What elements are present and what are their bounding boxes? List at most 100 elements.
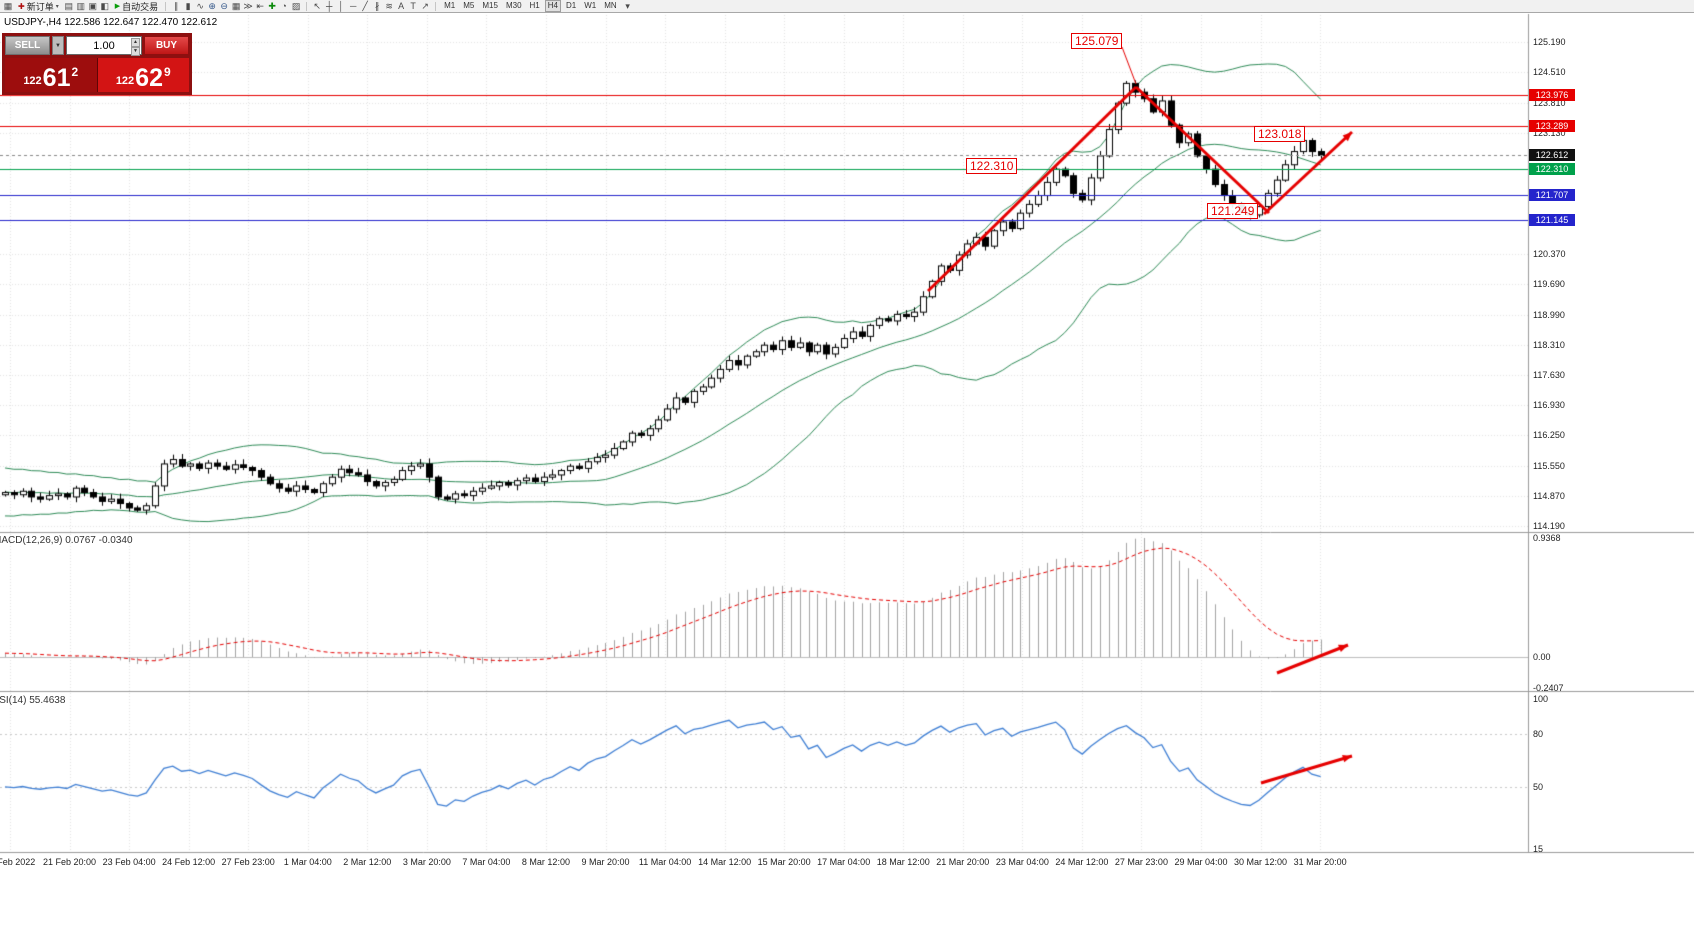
zoom-in-icon[interactable]: ⊕ [208, 0, 216, 11]
timeframe-m5[interactable]: M5 [463, 1, 475, 10]
price-line-label: 123.289 [1529, 119, 1575, 132]
price-tick-label: 114.190 [1533, 521, 1565, 531]
chart-shift-icon[interactable]: ⇤ [256, 0, 264, 11]
charts-icon[interactable]: ▤ [64, 0, 73, 11]
price-tick-label: 125.190 [1533, 37, 1566, 47]
timeframe-h4[interactable]: H4 [544, 0, 561, 12]
toolbar-drawing-icons: ↖ ┼ │ ─ ╱ ∦ ≋ A T ↗ [311, 1, 431, 12]
label-icon[interactable]: T [410, 0, 416, 11]
toolbar-extra-icons: ▾ [622, 1, 634, 12]
toolbar-separator [435, 1, 437, 11]
price-line-label: 121.707 [1529, 189, 1575, 202]
auto-trading-button[interactable]: ▶ 自动交易 [112, 0, 161, 12]
timeframe-m1[interactable]: M1 [444, 1, 456, 10]
horizontal-line-icon[interactable]: ─ [349, 0, 357, 11]
sell-price-prefix: 122 [23, 75, 42, 87]
timeframe-h1[interactable]: H1 [529, 1, 540, 10]
price-callout[interactable]: 123.018 [1254, 126, 1306, 142]
date-label: 24 Feb 12:00 [162, 857, 216, 867]
market-watch-icon[interactable]: ▥ [76, 0, 85, 11]
toolbar-separator [306, 1, 308, 11]
buy-button[interactable]: BUY [144, 36, 189, 55]
periods-icon[interactable]: ◔ [281, 0, 287, 11]
buy-price[interactable]: 122 62 9 [97, 58, 189, 92]
chevron-down-icon: ▾ [55, 3, 59, 10]
date-label: 23 Feb 04:00 [102, 857, 156, 867]
volume-up-icon[interactable]: ▲ [131, 38, 140, 47]
timeframe-w1[interactable]: W1 [584, 1, 597, 10]
new-order-button[interactable]: ✚ 新订单 ▾ [15, 0, 62, 12]
price-tick-label: 124.510 [1533, 66, 1566, 77]
new-order-icon: ✚ [18, 1, 25, 11]
chart-window-icon[interactable]: ▦ [3, 0, 13, 11]
date-label: 17 Mar 04:00 [817, 857, 871, 867]
sell-price-big: 61 [42, 64, 71, 92]
sell-price[interactable]: 122 61 2 [5, 58, 98, 92]
date-label: 18 Feb 2022 [0, 857, 36, 867]
timeframe-m15[interactable]: M15 [482, 1, 498, 10]
price-tick-label: 120.370 [1533, 249, 1566, 260]
date-label: 18 Mar 12:00 [876, 857, 930, 867]
timeframe-d1[interactable]: D1 [565, 1, 577, 10]
price-tick-label: 123.810 [1533, 97, 1566, 108]
sell-button[interactable]: SELL [5, 36, 50, 55]
timeframe-mn[interactable]: MN [604, 1, 617, 10]
candlestick-chart-icon[interactable]: ▮ [185, 0, 191, 11]
date-label: 21 Feb 20:00 [43, 857, 97, 867]
price-callout[interactable]: 121.249 [1207, 203, 1259, 219]
macd-axis-label: 0.9368 [1533, 533, 1561, 544]
price-tick-label: 118.990 [1533, 309, 1565, 320]
volume-input[interactable]: 1.00 ▲ ▼ [66, 36, 142, 56]
metaeditor-icon[interactable]: ◧ [100, 0, 109, 11]
volume-down-icon[interactable]: ▼ [131, 47, 140, 56]
price-tick-label: 123.130 [1533, 127, 1566, 138]
rsi-axis-label: 15 [1533, 843, 1544, 854]
terminal-icon[interactable]: ▣ [88, 0, 97, 11]
auto-scroll-icon[interactable]: ≫ [243, 0, 253, 11]
one-click-trading-panel: SELL ▼ 1.00 ▲ ▼ BUY 122 61 2 [2, 33, 192, 95]
toolbar-separator [165, 1, 167, 11]
date-label: 2 Mar 12:00 [343, 857, 392, 867]
buy-price-prefix: 122 [115, 75, 135, 87]
bar-chart-icon[interactable]: ∥ [173, 0, 179, 11]
date-label: 11 Mar 04:00 [638, 857, 692, 867]
price-line-label: 121.145 [1529, 213, 1575, 226]
date-label: 21 Mar 20:00 [936, 857, 990, 867]
macd-indicator-label: MACD(12,26,9) 0.0767 -0.0340 [0, 535, 133, 546]
date-label: 14 Mar 12:00 [698, 857, 752, 867]
vertical-line-icon[interactable]: │ [338, 0, 344, 11]
indicators-icon[interactable]: ✚ [268, 0, 276, 11]
rsi-indicator-label: RSI(14) 55.4638 [0, 695, 66, 706]
date-label: 8 Mar 12:00 [521, 857, 570, 867]
trendline-icon[interactable]: ╱ [362, 0, 368, 11]
price-tick-label: 115.550 [1533, 461, 1565, 472]
date-label: 29 Mar 04:00 [1174, 857, 1228, 867]
zoom-out-icon[interactable]: ⊖ [220, 0, 228, 11]
crosshair-icon[interactable]: ┼ [325, 0, 333, 11]
date-label: 9 Mar 20:00 [581, 857, 630, 867]
price-line-label: 122.310 [1529, 162, 1575, 175]
templates-icon[interactable]: ▨ [291, 0, 301, 11]
price-tick-label: 116.250 [1533, 430, 1565, 441]
tile-windows-icon[interactable]: ▦ [231, 0, 241, 11]
fibonacci-icon[interactable]: ≋ [385, 0, 393, 11]
price-callout[interactable]: 125.079 [1071, 33, 1123, 49]
cursor-icon[interactable]: ↖ [313, 0, 321, 11]
line-chart-icon[interactable]: ∿ [196, 0, 204, 11]
channel-icon[interactable]: ∦ [374, 0, 380, 11]
arrows-icon[interactable]: ↗ [421, 0, 429, 11]
price-callout[interactable]: 122.310 [966, 158, 1018, 174]
timeframe-bar: M1 M5 M15 M30 H1 H4 D1 W1 MN [440, 0, 621, 12]
timeframe-m30[interactable]: M30 [505, 1, 522, 10]
rsi-axis-label: 50 [1533, 782, 1544, 793]
date-label: 23 Mar 04:00 [995, 857, 1049, 867]
volume-dropdown[interactable]: ▼ [52, 36, 64, 55]
rsi-axis-label: 80 [1533, 729, 1544, 740]
line-style-dropdown-icon[interactable]: ▾ [625, 0, 630, 11]
text-icon[interactable]: A [398, 0, 405, 11]
macd-axis-label: 0.00 [1533, 652, 1551, 662]
date-label: 15 Mar 20:00 [757, 857, 811, 867]
price-line-label: 123.976 [1529, 89, 1575, 102]
